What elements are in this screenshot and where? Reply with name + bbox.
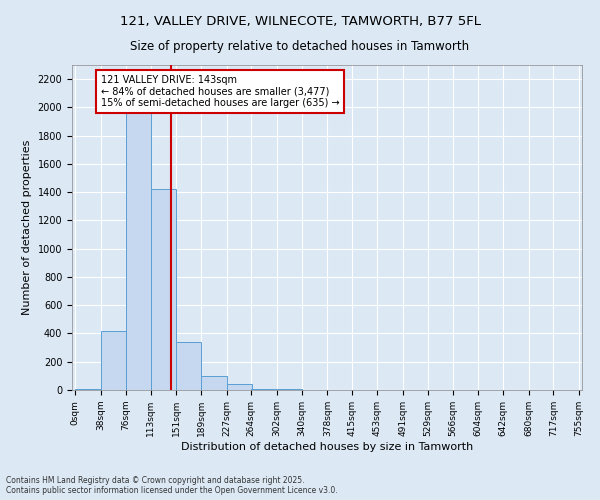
- X-axis label: Distribution of detached houses by size in Tamworth: Distribution of detached houses by size …: [181, 442, 473, 452]
- Text: Size of property relative to detached houses in Tamworth: Size of property relative to detached ho…: [130, 40, 470, 53]
- Bar: [101, 330, 126, 390]
- Text: 121, VALLEY DRIVE, WILNECOTE, TAMWORTH, B77 5FL: 121, VALLEY DRIVE, WILNECOTE, TAMWORTH, …: [119, 15, 481, 28]
- Text: 121 VALLEY DRIVE: 143sqm
← 84% of detached houses are smaller (3,477)
15% of sem: 121 VALLEY DRIVE: 143sqm ← 84% of detach…: [101, 75, 339, 108]
- Bar: [251, 388, 277, 390]
- Text: Contains HM Land Registry data © Crown copyright and database right 2025.
Contai: Contains HM Land Registry data © Crown c…: [6, 476, 338, 495]
- Bar: [176, 342, 202, 390]
- Y-axis label: Number of detached properties: Number of detached properties: [22, 140, 32, 315]
- Bar: [126, 100, 151, 390]
- Bar: [202, 376, 227, 390]
- Bar: [227, 384, 252, 390]
- Bar: [151, 190, 176, 390]
